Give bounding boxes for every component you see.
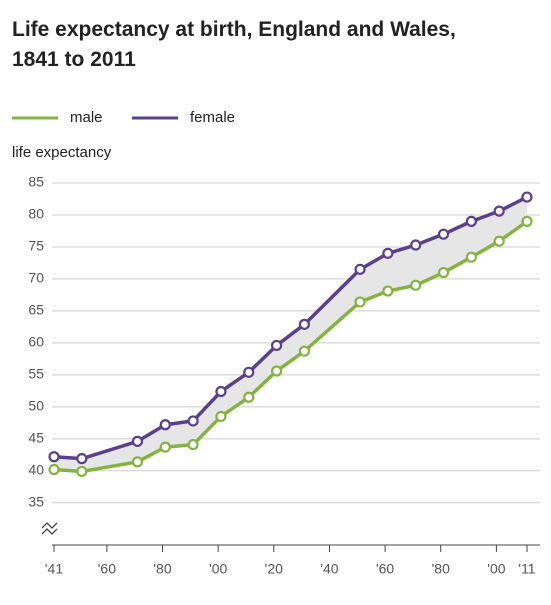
x-tick-label: '60 [376, 561, 394, 577]
data-point [521, 191, 533, 203]
data-point [465, 215, 477, 227]
y-tick-label: 85 [28, 174, 44, 190]
data-point [131, 435, 144, 447]
data-point [493, 235, 505, 247]
data-point [187, 438, 199, 451]
y-axis-title: life expectancy [12, 144, 112, 161]
data-point [243, 366, 255, 378]
y-tick-label: 80 [28, 206, 44, 222]
data-point [410, 239, 422, 251]
y-tick-label: 35 [28, 493, 44, 509]
data-point [382, 285, 394, 297]
data-point [382, 247, 394, 259]
data-point [437, 266, 450, 279]
data-point [270, 365, 283, 377]
y-tick-label: 65 [28, 302, 44, 318]
x-tick-label: '41 [45, 561, 63, 577]
data-point [410, 279, 422, 291]
x-tick-label: '60 [98, 561, 116, 577]
axis-break [41, 522, 58, 535]
y-tick-label: 40 [28, 462, 44, 478]
chart-title: Life expectancy at birth, England and Wa… [12, 18, 456, 71]
gap-area [54, 197, 527, 472]
y-tick-label: 70 [28, 270, 44, 286]
data-point [215, 410, 227, 423]
data-point [215, 385, 227, 398]
data-point [298, 318, 311, 330]
data-point [76, 465, 88, 478]
legend-label: female [190, 109, 235, 126]
x-tick-label: '80 [432, 561, 450, 577]
x-tick-label: '40 [320, 561, 338, 577]
y-tick-label: 55 [28, 366, 44, 382]
legend-label: male [70, 109, 103, 126]
data-point [465, 251, 477, 263]
data-point [521, 215, 533, 227]
series-line [53, 195, 528, 461]
data-point [493, 205, 505, 217]
data-point [354, 263, 366, 275]
data-point [187, 415, 199, 427]
y-tick-label: 75 [28, 238, 44, 254]
data-point [48, 463, 60, 476]
x-tick-label: '80 [153, 561, 171, 577]
data-point [48, 451, 60, 463]
series-line [53, 219, 529, 474]
data-point [270, 339, 283, 352]
x-tick-label: '20 [265, 561, 283, 577]
data-point [159, 441, 171, 453]
x-tick-label: '00 [209, 561, 227, 577]
data-point [159, 419, 171, 431]
data-point [243, 391, 255, 403]
data-point [76, 453, 88, 465]
data-point [437, 228, 450, 240]
x-tick-label: '00 [487, 561, 505, 577]
x-tick-label: '11 [518, 561, 535, 577]
data-point [354, 296, 366, 308]
data-point [298, 345, 311, 357]
y-tick-label: 60 [28, 334, 44, 350]
y-tick-label: 50 [28, 398, 44, 414]
y-tick-label: 45 [28, 430, 44, 446]
data-point [131, 456, 144, 468]
